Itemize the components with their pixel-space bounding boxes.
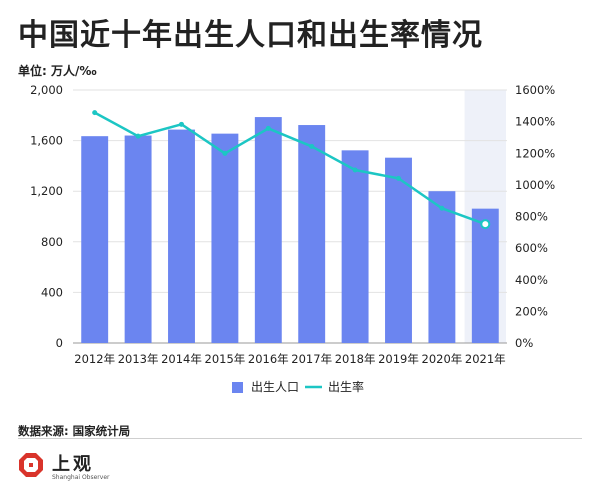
unit-label: 单位: 万人/‰ <box>18 64 97 78</box>
y-left-tick-label: 1,200 <box>30 184 63 198</box>
bar-2019年 <box>385 157 412 343</box>
x-tick-label: 2019年 <box>378 352 419 366</box>
bar-2018年 <box>341 150 369 343</box>
line-layer <box>92 110 491 230</box>
legend: 出生人口 出生率 <box>232 379 364 394</box>
y-right-tick-label: 1400% <box>515 115 555 129</box>
birth-rate-line <box>94 111 486 226</box>
line-point-2017年 <box>309 143 315 149</box>
logo-subtext: Shanghai Observer <box>52 474 110 481</box>
x-tick-label: 2014年 <box>161 352 202 366</box>
line-point-2013年 <box>135 133 141 139</box>
legend-swatch-birth-population <box>232 382 243 393</box>
bar-2016年 <box>254 117 282 343</box>
legend-label-birth-rate: 出生率 <box>328 379 364 394</box>
x-tick-label: 2012年 <box>74 352 115 366</box>
axis-left: 0 400 800 1,200 1,600 2,000 <box>30 83 63 350</box>
y-right-tick-label: 1600% <box>515 83 555 97</box>
y-right-tick-label: 1200% <box>515 146 555 160</box>
line-point-2014年 <box>179 121 184 127</box>
y-right-tick-label: 600% <box>515 241 548 255</box>
y-right-tick-label: 0% <box>515 336 533 350</box>
y-left-tick-label: 800 <box>41 235 63 249</box>
legend-label-birth-population: 出生人口 <box>251 380 299 394</box>
bar-layer <box>81 117 499 343</box>
bar-2021年 <box>471 208 499 343</box>
y-left-tick-label: 2,000 <box>30 83 63 97</box>
x-tick-label: 2017年 <box>291 352 332 366</box>
x-tick-label: 2013年 <box>118 352 159 366</box>
bar-2013年 <box>124 135 152 343</box>
bar-2020年 <box>428 191 456 343</box>
line-point-2018年 <box>352 167 358 173</box>
logo-mark-icon <box>19 453 43 477</box>
line-point-2012年 <box>92 110 98 116</box>
axis-right: 0% 200% 400% 600% 800% 1000% 1200% 1400% 1600% <box>515 83 555 350</box>
x-tick-label: 2016年 <box>248 352 289 366</box>
y-left-tick-label: 0 <box>56 336 63 350</box>
line-point-2016年 <box>265 125 271 131</box>
bar-2015年 <box>211 133 239 343</box>
y-right-tick-label: 1000% <box>515 178 555 192</box>
logo-text: 上观 <box>52 454 94 475</box>
line-point-2021年 <box>480 219 491 230</box>
x-tick-label: 2018年 <box>335 352 376 366</box>
y-right-tick-label: 200% <box>515 304 548 318</box>
divider <box>18 438 582 439</box>
source-note: 数据来源: 国家统计局 <box>18 424 131 438</box>
line-point-2019年 <box>396 175 401 181</box>
line-point-2020年 <box>439 205 445 211</box>
y-right-tick-label: 400% <box>515 273 548 287</box>
x-tick-label: 2020年 <box>422 352 463 366</box>
x-tick-label: 2021年 <box>465 352 506 366</box>
y-left-tick-label: 1,600 <box>30 134 63 148</box>
bar-2014年 <box>168 129 195 343</box>
logo: 上观 Shanghai Observer <box>18 448 118 488</box>
y-left-tick-label: 400 <box>41 285 63 299</box>
x-tick-label: 2015年 <box>205 352 246 366</box>
line-point-2015年 <box>222 150 228 156</box>
bar-2017年 <box>298 125 326 343</box>
axis-x: 2012年 2013年 2014年 2015年 2016年 2017年 2018年 2019年… <box>74 352 505 366</box>
chart-title: 中国近十年出生人口和出生率情况 <box>18 18 483 53</box>
bar-2012年 <box>81 136 109 343</box>
y-right-tick-label: 800% <box>515 210 548 224</box>
chart: 0 400 800 1,200 1,600 2,000 0% 200% 400% 600% 800… <box>30 83 555 394</box>
